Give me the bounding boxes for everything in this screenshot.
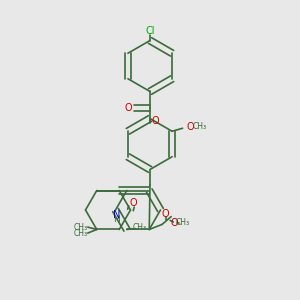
Text: O: O bbox=[152, 116, 159, 126]
Text: CH₃: CH₃ bbox=[73, 223, 87, 232]
Text: CH₃: CH₃ bbox=[132, 224, 146, 232]
Text: CH₃: CH₃ bbox=[73, 230, 87, 238]
Text: O: O bbox=[162, 209, 169, 220]
Text: H: H bbox=[114, 215, 120, 224]
Text: O: O bbox=[170, 218, 178, 228]
Text: O: O bbox=[130, 198, 137, 208]
Text: CH₃: CH₃ bbox=[176, 218, 190, 227]
Text: O: O bbox=[186, 122, 194, 132]
Text: Cl: Cl bbox=[145, 26, 155, 36]
Text: CH₃: CH₃ bbox=[193, 122, 207, 131]
Text: O: O bbox=[124, 103, 132, 113]
Text: N: N bbox=[113, 210, 121, 220]
